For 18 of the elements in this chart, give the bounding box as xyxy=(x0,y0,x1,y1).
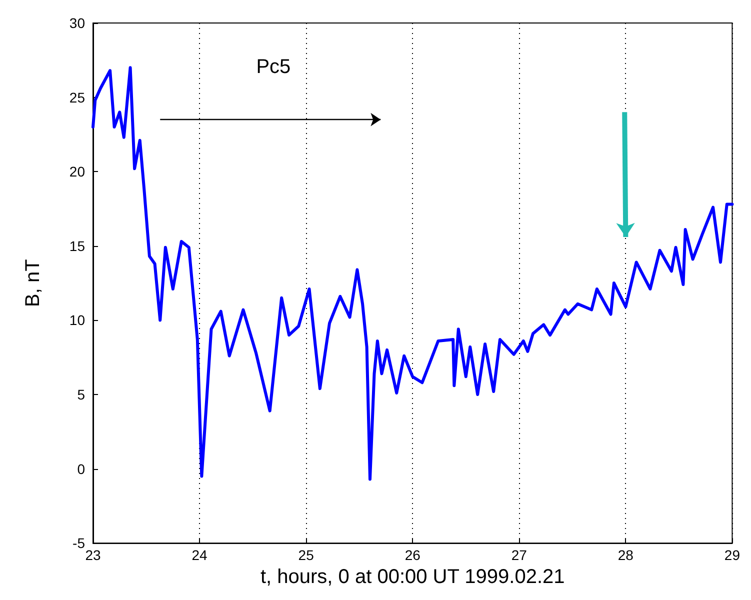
x-tick-label: 27 xyxy=(511,547,528,564)
x-tick-label: 29 xyxy=(724,547,740,564)
y-axis-title: B, nT xyxy=(22,259,44,307)
x-tick-label: 28 xyxy=(618,547,634,564)
x-axis-title: t, hours, 0 at 00:00 UT 1999.02.21 xyxy=(260,566,565,588)
y-tick-label: 30 xyxy=(69,15,86,31)
y-tick-label: 20 xyxy=(69,164,86,180)
annotation: Pc5 xyxy=(256,56,291,78)
y-tick-label: 15 xyxy=(69,238,86,254)
x-tick-label: 23 xyxy=(85,547,101,564)
x-tick-label: 26 xyxy=(404,547,421,564)
y-tick-label: 5 xyxy=(77,386,86,402)
y-tick-label: 0 xyxy=(77,460,86,477)
y-tick-label: 25 xyxy=(69,89,86,106)
y-tick-label: 10 xyxy=(69,312,86,328)
x-tick-label: 24 xyxy=(192,547,208,564)
x-tick-label: 25 xyxy=(298,547,314,564)
y-tick-label: -5 xyxy=(72,535,86,552)
